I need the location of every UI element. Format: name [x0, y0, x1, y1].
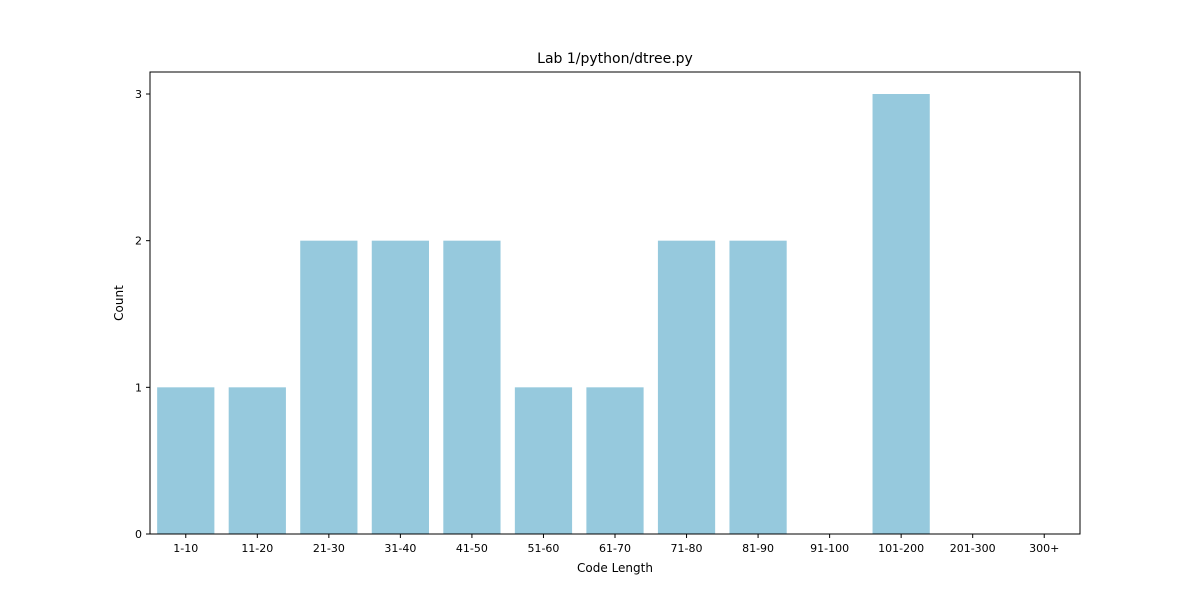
- x-tick-label: 31-40: [384, 542, 416, 555]
- y-tick-label: 0: [135, 528, 142, 541]
- y-axis-label: Count: [112, 285, 126, 321]
- bar-81-90: [729, 240, 787, 535]
- bar-1-10: [157, 387, 215, 534]
- bars-group: [157, 94, 930, 535]
- x-tick-label: 81-90: [742, 542, 774, 555]
- x-axis: 1-10 11-20 21-30 31-40 41-50 51-60 61-70 71-80 8…: [173, 534, 1059, 555]
- x-tick-label: 21-30: [313, 542, 345, 555]
- bar-31-40: [371, 240, 429, 535]
- x-tick-label: 1-10: [173, 542, 198, 555]
- x-tick-label: 101-200: [878, 542, 924, 555]
- bar-41-50: [443, 240, 501, 535]
- y-axis: 0 1 2 3: [135, 88, 150, 541]
- x-tick-label: 41-50: [456, 542, 488, 555]
- bar-101-200: [872, 94, 930, 534]
- bar-71-80: [657, 240, 716, 535]
- x-tick-label: 11-20: [241, 542, 273, 555]
- bar-21-30: [300, 240, 358, 535]
- chart-title: Lab 1/python/dtree.py: [537, 51, 693, 67]
- x-tick-label: 51-60: [527, 542, 559, 555]
- x-tick-label: 300+: [1029, 542, 1059, 555]
- x-tick-label: 201-300: [950, 542, 996, 555]
- x-tick-label: 71-80: [671, 542, 703, 555]
- bar-51-60: [514, 387, 573, 534]
- y-tick-label: 3: [135, 88, 142, 101]
- x-axis-label: Code Length: [577, 561, 653, 575]
- y-tick-label: 2: [135, 235, 142, 248]
- bar-61-70: [586, 387, 644, 534]
- x-tick-label: 91-100: [810, 542, 849, 555]
- y-tick-label: 1: [135, 381, 142, 394]
- bar-11-20: [228, 387, 286, 534]
- x-tick-label: 61-70: [599, 542, 631, 555]
